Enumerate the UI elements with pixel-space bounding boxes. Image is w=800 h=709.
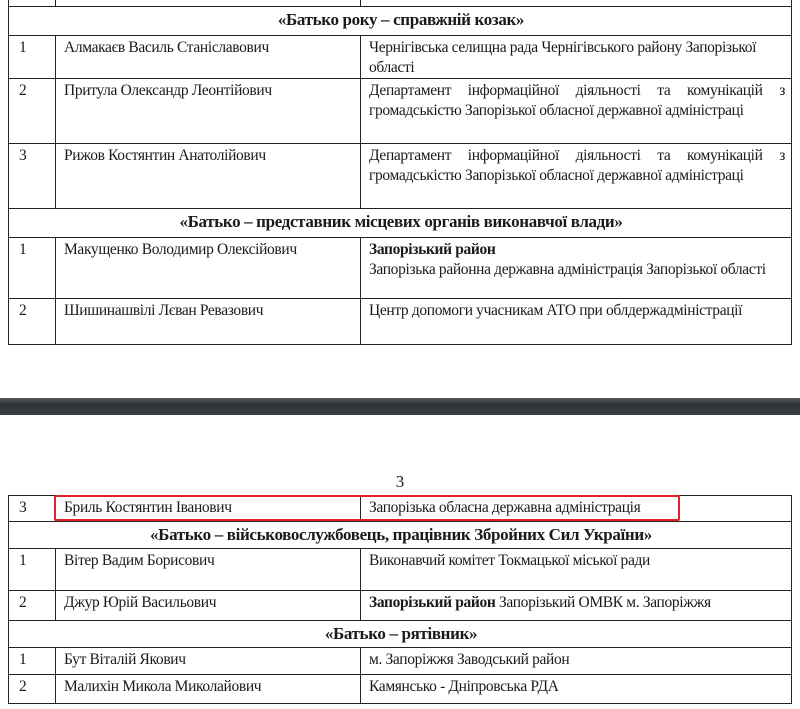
page-separator	[0, 398, 800, 415]
page-1-table: «Батько року – справжній козак» 1 Алмакаєв…	[8, 0, 792, 345]
table-row: 2 Малихін Микола Миколайович Камянсько - Д…	[8, 674, 792, 704]
organization: Камянсько - Дніпровська РДА	[360, 674, 792, 704]
table-row: 1 Бут Віталій Якович м. Запоріжжя Заводськ…	[8, 647, 792, 675]
organization: Запорізький район Запорізький ОМВК м. За…	[360, 590, 792, 621]
table-row: 1 Макущенко Володимир Олексійович Запорізь…	[8, 237, 792, 299]
section-title: «Батько – представник місцевих органів в…	[8, 208, 792, 238]
person-name: Вітер Вадим Борисович	[55, 548, 361, 591]
row-number: 2	[8, 590, 56, 621]
organization: Департамент інформаційної діяльності та …	[360, 143, 792, 209]
organization-text: Виконавчий комітет Токмацької міської ра…	[369, 552, 650, 569]
organization: Центр допомоги учасникам АТО при облдерж…	[360, 298, 792, 345]
section-header-row: «Батько – військовослужбовець, працівник…	[8, 521, 792, 549]
organization-text: Камянсько - Дніпровська РДА	[369, 678, 559, 695]
district-label: Запорізький район	[369, 241, 496, 258]
row-number: 1	[8, 35, 56, 79]
row-number: 1	[8, 647, 56, 675]
section-title: «Батько – військовослужбовець, працівник…	[8, 521, 792, 549]
person-name: Алмакаєв Василь Станіславович	[55, 35, 361, 79]
table-row: 3 Рижов Костянтин Анатолійович Департамент…	[8, 143, 792, 209]
organization-text: Центр допомоги учасникам АТО при облдерж…	[369, 302, 743, 319]
organization: Чернігівська селищна рада Чернігівського…	[360, 35, 792, 79]
organization-text: Запорізький ОМВК м. Запоріжжя	[499, 594, 711, 611]
person-name: Малихін Микола Миколайович	[55, 674, 361, 704]
district-label: Запорізький район	[369, 594, 496, 611]
section-header-row: «Батько – представник місцевих органів в…	[8, 208, 792, 238]
table-row: 2 Джур Юрій Васильович Запорізький район З…	[8, 590, 792, 621]
row-number: 3	[8, 143, 56, 209]
row-number: 2	[8, 78, 56, 144]
table-row: 2 Притула Олександр Леонтійович Департамен…	[8, 78, 792, 144]
organization-text: м. Запоріжжя Заводський район	[369, 651, 570, 668]
person-name: Шишинашвілі Лєван Ревазович	[55, 298, 361, 345]
organization-text: Департамент інформаційної діяльності та …	[369, 82, 785, 119]
organization-text: Департамент інформаційної діяльності та …	[369, 147, 785, 184]
person-name: Макущенко Володимир Олексійович	[55, 237, 361, 299]
organization: Запорізький район Запорізька районна держ…	[360, 237, 792, 299]
organization-text: Запорізька обласна державна адміністраці…	[369, 499, 641, 516]
table-row: 2 Шишинашвілі Лєван Ревазович Центр допомо…	[8, 298, 792, 345]
organization: Виконавчий комітет Токмацької міської ра…	[360, 548, 792, 591]
table-row: 1 Алмакаєв Василь Станіславович Чернігівсь…	[8, 35, 792, 79]
section-title: «Батько – рятівник»	[8, 620, 792, 648]
row-number: 2	[8, 298, 56, 345]
organization: Департамент інформаційної діяльності та …	[360, 78, 792, 144]
person-name: Бриль Костянтин Іванович	[55, 495, 361, 522]
table-row: 1 Вітер Вадим Борисович Виконавчий комітет…	[8, 548, 792, 591]
table-row-highlighted: 3 Бриль Костянтин Іванович Запорізька обла…	[8, 495, 792, 522]
person-name: Рижов Костянтин Анатолійович	[55, 143, 361, 209]
section-title: «Батько року – справжній козак»	[8, 6, 792, 36]
row-number: 3	[8, 495, 56, 522]
person-name: Бут Віталій Якович	[55, 647, 361, 675]
row-number: 1	[8, 548, 56, 591]
row-number: 2	[8, 674, 56, 704]
person-name: Притула Олександр Леонтійович	[55, 78, 361, 144]
organization-text: Чернігівська селищна рада Чернігівського…	[369, 39, 757, 76]
organization-text: Запорізька районна державна адміністраці…	[369, 261, 766, 278]
person-name: Джур Юрій Васильович	[55, 590, 361, 621]
page-2-table: 3 Бриль Костянтин Іванович Запорізька обла…	[8, 495, 792, 704]
organization: м. Запоріжжя Заводський район	[360, 647, 792, 675]
section-header-row: «Батько року – справжній козак»	[8, 6, 792, 36]
section-header-row: «Батько – рятівник»	[8, 620, 792, 648]
row-number: 1	[8, 237, 56, 299]
organization: Запорізька обласна державна адміністраці…	[360, 495, 792, 522]
page-number: 3	[395, 472, 405, 491]
